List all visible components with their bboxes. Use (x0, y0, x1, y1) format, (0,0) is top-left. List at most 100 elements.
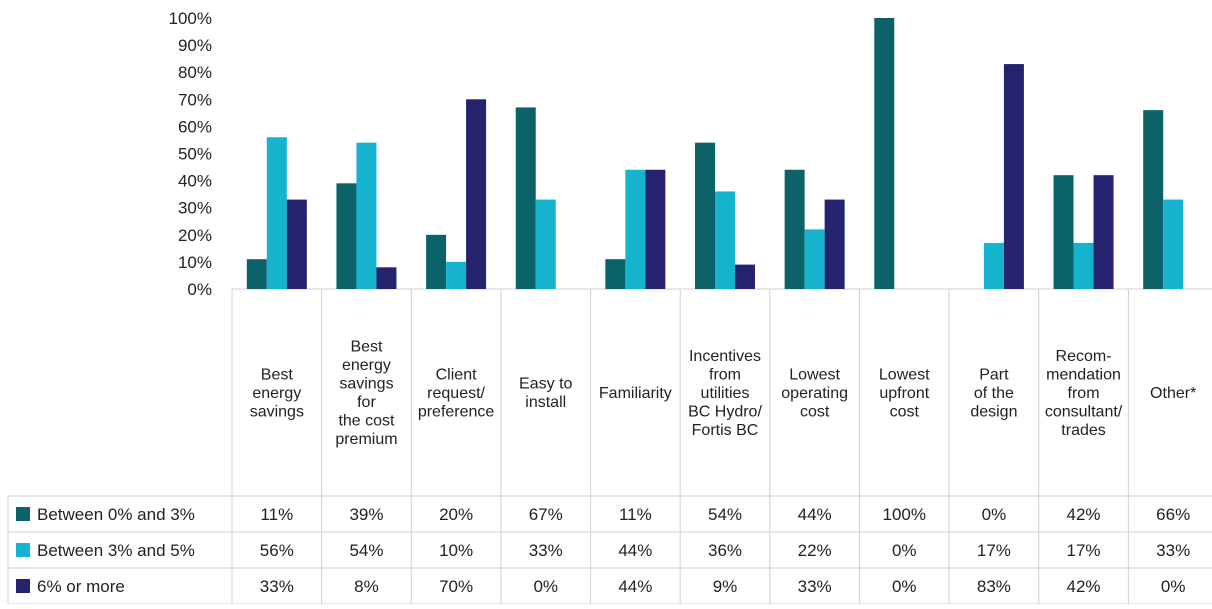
category-label-line: for (357, 394, 376, 411)
data-label: 11% (619, 505, 652, 524)
category-label-line: BC Hydro/ (688, 403, 762, 420)
category-label-line: design (970, 403, 1017, 420)
bar-1-2 (336, 183, 357, 289)
y-tick-label: 40% (178, 172, 212, 191)
data-label: 83% (977, 577, 1011, 596)
category-label-line: Lowest (789, 366, 840, 383)
y-tick-label: 50% (178, 145, 212, 164)
data-label: 33% (260, 577, 294, 596)
y-tick-label: 60% (178, 117, 212, 136)
bar-3-3 (466, 99, 487, 289)
bar-1-8 (874, 18, 895, 289)
category-label: Best energy savings for the cost premium (335, 339, 397, 449)
bar-3-5 (645, 169, 666, 289)
category-label-line: of the (974, 385, 1014, 402)
bar-2-11 (1163, 199, 1184, 289)
data-label: 54% (708, 505, 742, 524)
data-label: 33% (1156, 541, 1190, 560)
category-label: Lowest upfront cost (879, 366, 930, 420)
category-label: Part of the design (970, 366, 1017, 420)
category-label-line: install (525, 394, 566, 411)
category-label-line: trades (1061, 422, 1105, 439)
data-label: 42% (1067, 577, 1101, 596)
data-label: 17% (1067, 541, 1101, 560)
category-label-line: Client (436, 366, 477, 383)
bar-3-2 (376, 267, 397, 289)
data-label: 9% (713, 577, 738, 596)
category-label-line: Best (261, 366, 294, 383)
category-label-line: savings (250, 403, 304, 420)
category-label-line: Familiarity (599, 385, 672, 402)
bar-3-9 (1003, 64, 1024, 289)
category-label-line: the cost (338, 413, 395, 430)
category-label-line: upfront (879, 385, 929, 402)
legend-label: Between 0% and 3% (37, 505, 195, 524)
bar-3-7 (824, 199, 845, 289)
y-tick-label: 90% (178, 36, 212, 55)
category-label-line: Fortis BC (692, 422, 759, 439)
category-label-line: utilities (701, 385, 750, 402)
bar-1-5 (605, 259, 626, 289)
bar-2-2 (356, 142, 377, 289)
bar-1-1 (246, 259, 267, 289)
y-tick-label: 10% (178, 253, 212, 272)
category-label-line: preference (418, 403, 495, 420)
legend-swatch (16, 543, 30, 557)
category-label-line: energy (252, 385, 301, 402)
category-label-line: Part (979, 366, 1009, 383)
category-label-line: savings (339, 376, 393, 393)
data-label: 70% (439, 577, 473, 596)
bar-3-6 (735, 264, 755, 289)
category-label: Easy to install (519, 376, 572, 412)
category-label-line: Incentives (689, 348, 761, 365)
data-label: 17% (977, 541, 1011, 560)
legend-swatch (16, 507, 30, 521)
data-label: 44% (618, 541, 652, 560)
category-label-line: consultant/ (1045, 403, 1123, 420)
category-label: Client request/preference (418, 366, 495, 420)
bar-1-10 (1053, 175, 1074, 289)
data-label: 22% (798, 541, 832, 560)
category-label: Familiarity (599, 385, 672, 402)
bar-1-11 (1143, 110, 1164, 289)
category-label-line: Best (350, 339, 383, 356)
bar-3-10 (1093, 175, 1114, 289)
category-label-line: operating (781, 385, 848, 402)
data-label: 10% (439, 541, 473, 560)
category-label: Recom-mendation from consultant/trades (1045, 348, 1123, 439)
data-label: 39% (349, 505, 383, 524)
data-label: 20% (439, 505, 473, 524)
data-label: 0% (533, 577, 558, 596)
y-tick-label: 80% (178, 63, 212, 82)
bar-2-9 (983, 242, 1004, 289)
data-label: 66% (1156, 505, 1190, 524)
bar-2-10 (1073, 242, 1094, 289)
category-label: Best energy savings (250, 366, 304, 420)
category-label-line: cost (800, 403, 830, 420)
data-label: 36% (708, 541, 742, 560)
category-label: Incentives from utilities BC Hydro/Fortis B… (688, 348, 762, 439)
bar-2-4 (535, 199, 556, 289)
category-label-line: Recom- (1056, 348, 1112, 365)
legend-label: 6% or more (37, 577, 125, 596)
category-label-line: request/ (427, 385, 485, 402)
bar-2-6 (715, 191, 735, 289)
category-label-line: mendation (1046, 366, 1121, 383)
category-label: Lowest operating cost (781, 366, 848, 420)
bar-2-7 (804, 229, 825, 289)
y-tick-label: 30% (178, 199, 212, 218)
data-label: 8% (354, 577, 379, 596)
data-label: 54% (349, 541, 383, 560)
category-label-line: premium (335, 431, 397, 448)
legend-label: Between 3% and 5% (37, 541, 195, 560)
data-label: 33% (529, 541, 563, 560)
y-tick-label: 70% (178, 90, 212, 109)
category-label-line: Lowest (879, 366, 930, 383)
y-tick-label: 100% (169, 9, 212, 28)
data-label: 100% (883, 505, 926, 524)
data-label: 11% (260, 505, 293, 524)
bar-1-3 (426, 234, 447, 289)
bar-3-1 (286, 199, 307, 289)
